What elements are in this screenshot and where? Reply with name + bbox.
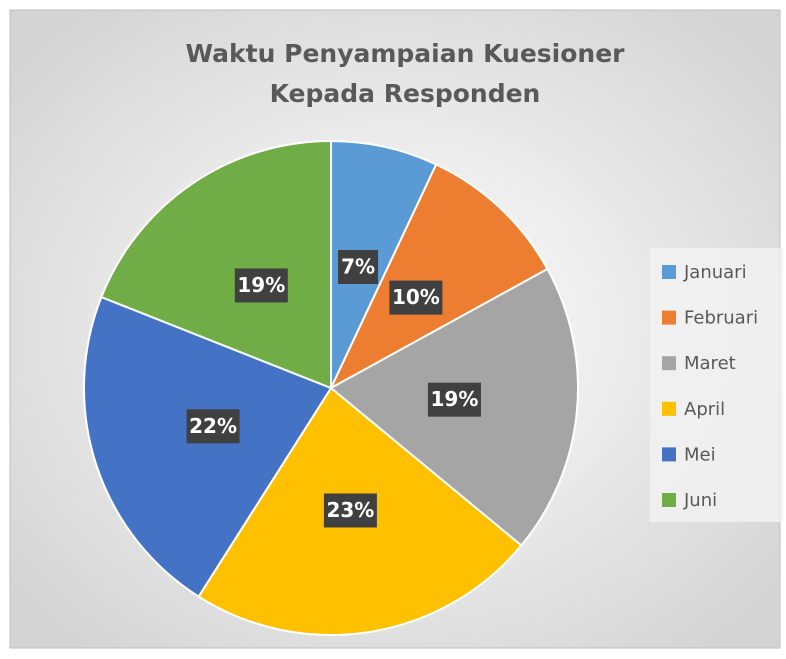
data-label: 23% [326, 498, 374, 522]
legend-label: Juni [683, 490, 717, 511]
data-label-box [234, 268, 288, 303]
legend-label: Mei [684, 444, 716, 465]
data-label-box [186, 409, 240, 444]
data-label-box [389, 280, 443, 315]
data-label: 19% [431, 387, 479, 411]
data-label: 10% [392, 285, 440, 309]
legend-label: Februari [684, 308, 758, 329]
data-label-box [338, 249, 379, 284]
legend-box [650, 248, 783, 522]
legend-swatch [662, 447, 676, 462]
chart-title: Kepada Responden [270, 79, 541, 108]
pie-slice [83, 295, 333, 598]
legend-label: April [684, 399, 725, 420]
legend-swatch [662, 401, 676, 416]
data-label-box [323, 493, 377, 528]
data-label: 22% [189, 414, 237, 438]
legend-swatch [662, 356, 676, 371]
legend-swatch [662, 493, 676, 507]
pie-slice [328, 163, 549, 391]
legend-swatch [662, 310, 676, 325]
pie-slice [100, 139, 332, 390]
data-label: 7% [341, 254, 375, 278]
legend-label: Januari [683, 262, 747, 283]
data-label: 19% [237, 273, 285, 297]
pie-slice [330, 139, 438, 389]
chart-title: Waktu Penyampaian Kuesioner [185, 39, 625, 68]
data-label-box [427, 382, 481, 417]
legend-label: Maret [684, 353, 736, 374]
legend-swatch [662, 265, 676, 279]
